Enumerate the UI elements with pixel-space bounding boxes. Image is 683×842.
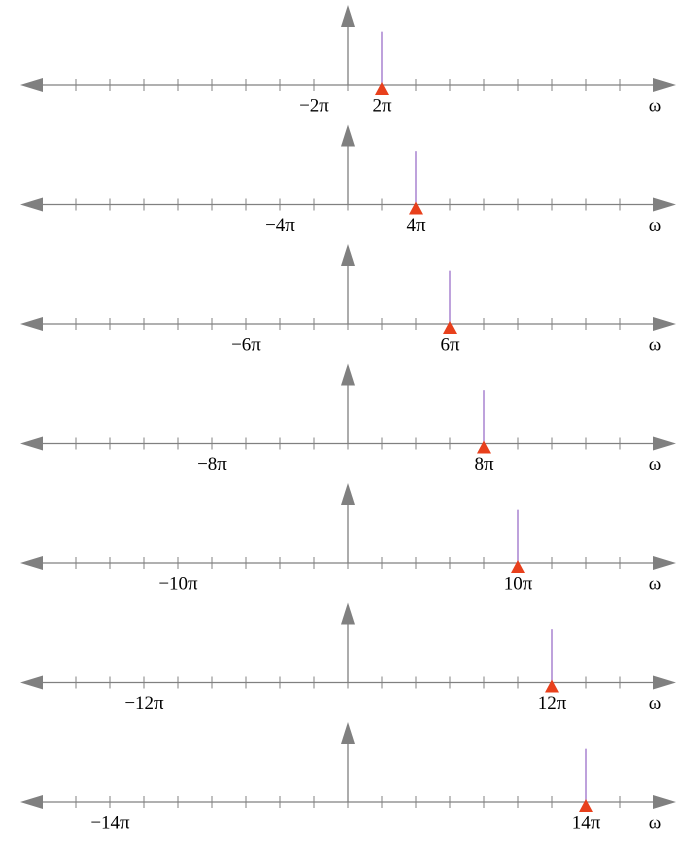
x-axis-arrow-right [653,556,676,570]
y-axis-arrow [341,483,355,505]
x-tick-label: −2π [299,95,329,116]
x-tick-label: −10π [158,573,198,594]
x-tick-label: 4π [406,215,426,236]
stem-marker [375,82,390,95]
stem-marker [409,201,424,215]
x-tick-label: −6π [231,334,261,355]
x-tick-label: −8π [197,454,227,475]
x-axis-arrow-left [20,197,43,212]
x-tick-label: 12π [538,693,567,714]
x-tick-label: 6π [440,334,460,355]
y-axis-arrow [341,363,355,386]
x-axis-arrow-left [20,556,43,570]
y-axis-arrow [341,124,355,147]
x-axis-arrow-left [20,675,43,690]
x-axis-arrow-right [653,317,676,331]
x-axis-arrow-right [653,197,676,212]
x-axis-label: ω [649,812,662,833]
stem-marker [511,560,526,573]
stem-marker [443,321,458,334]
y-axis-arrow [341,244,355,266]
y-axis-arrow [341,5,355,27]
x-axis-arrow-left [20,317,43,331]
y-axis-arrow [341,722,355,744]
x-tick-label: 8π [474,454,494,475]
x-axis-label: ω [649,334,662,355]
x-axis-label: ω [649,215,662,236]
stem-marker [579,799,594,812]
x-axis-arrow-left [20,436,43,451]
x-tick-label: −4π [265,215,295,236]
y-axis-arrow [341,602,355,625]
x-tick-label: −12π [124,693,164,714]
stem-marker [545,679,560,693]
x-axis-arrow-left [20,795,43,809]
x-axis-arrow-right [653,78,676,92]
x-tick-label: 10π [504,573,533,594]
x-tick-label: 2π [372,95,392,116]
x-axis-label: ω [649,454,662,475]
x-axis-label: ω [649,573,662,594]
x-axis-label: ω [649,693,662,714]
x-axis-arrow-left [20,78,43,92]
x-axis-arrow-right [653,795,676,809]
x-tick-label: −14π [90,812,130,833]
x-axis-arrow-right [653,675,676,690]
x-axis-label: ω [649,95,662,116]
stem-marker [477,440,492,454]
x-tick-label: 14π [572,812,601,833]
x-axis-arrow-right [653,436,676,451]
